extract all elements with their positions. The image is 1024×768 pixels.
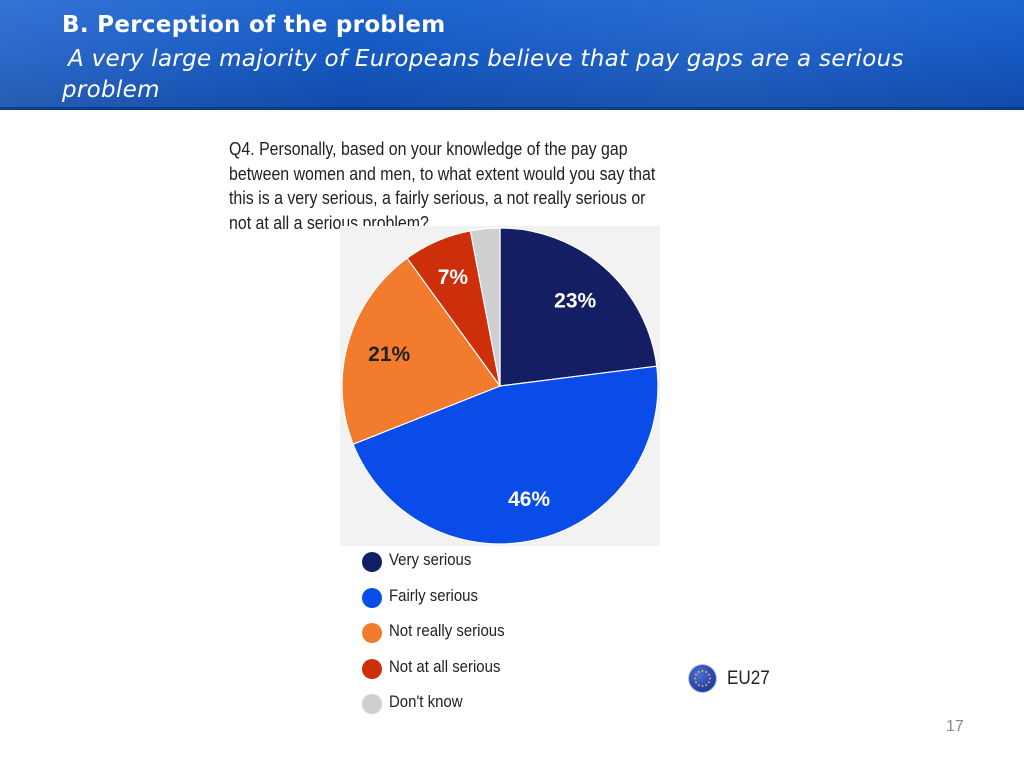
eu-flag-icon <box>689 665 716 692</box>
legend-item: Not really serious <box>362 619 582 649</box>
pie-slice-fairly-serious <box>352 365 659 545</box>
legend-label: Don't know <box>389 692 463 711</box>
slide-subtitle-wrap: A very large majority of Europeans belie… <box>62 44 962 106</box>
legend-label: Very serious <box>389 550 472 569</box>
slide-header: B. Perception of the problem A very larg… <box>0 0 1024 110</box>
pie-data-label: 7% <box>438 266 469 289</box>
legend-swatch-icon <box>362 694 382 714</box>
legend-item: Very serious <box>362 548 582 578</box>
legend-item: Fairly serious <box>362 584 582 614</box>
eu-stars-icon <box>694 670 711 687</box>
legend-swatch-icon <box>362 623 382 643</box>
slide-subtitle: A very large majority of Europeans belie… <box>62 46 904 103</box>
slide-title: B. Perception of the problem <box>62 12 446 38</box>
eu27-label: EU27 <box>727 668 770 689</box>
legend-swatch-icon <box>362 552 382 572</box>
legend-label: Fairly serious <box>389 585 478 605</box>
pie-slice-very-serious <box>499 227 658 387</box>
legend-item: Not at all serious <box>362 655 582 685</box>
page-number: 17 <box>946 718 964 735</box>
pie-slice-don-t-know <box>469 227 501 387</box>
legend-swatch-icon <box>362 658 382 679</box>
legend-label: Not really serious <box>389 621 505 640</box>
legend-label: Not at all serious <box>389 656 501 676</box>
pie-data-label: 21% <box>368 343 410 366</box>
header-sheen <box>0 0 1024 110</box>
pie-data-label: 46% <box>508 488 550 511</box>
header-divider <box>0 107 1024 110</box>
pie-data-label: 23% <box>554 290 596 313</box>
legend-item: Don't know <box>362 690 582 720</box>
pie-slice-not-really-serious <box>341 257 501 445</box>
legend-swatch-icon <box>362 587 382 608</box>
